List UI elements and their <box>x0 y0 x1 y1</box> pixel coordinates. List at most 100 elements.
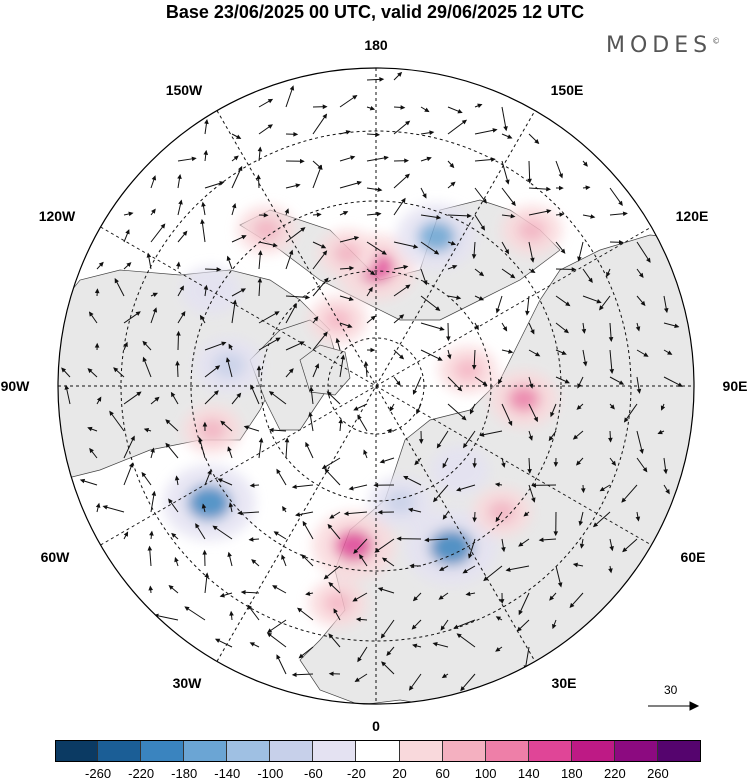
anomaly-core <box>187 484 232 521</box>
wind-vector-head <box>305 441 310 448</box>
wind-vector-head <box>179 285 184 291</box>
wind-vector-head <box>202 421 208 427</box>
wind-vector-head <box>241 235 247 240</box>
legend-tick-label: -140 <box>214 766 241 781</box>
wind-vector <box>420 322 444 331</box>
wind-vector-head <box>495 516 501 523</box>
wind-vector-head <box>457 386 463 392</box>
wind-vector <box>506 565 530 571</box>
wind-vector-head <box>635 326 641 332</box>
wind-vector-head <box>622 211 628 217</box>
wind-vector-head <box>577 256 582 262</box>
wind-vector-head <box>438 595 444 600</box>
wind-vector-head <box>359 553 364 560</box>
wind-vector-head <box>530 329 535 335</box>
wind-vector-head <box>564 379 570 384</box>
wind-vector-head <box>572 434 579 440</box>
modes-logo: MODES© <box>606 33 720 58</box>
wind-vector-head <box>436 215 442 220</box>
wind-vector-head <box>639 448 644 455</box>
wind-vector-head <box>399 354 405 360</box>
wind-vector-head <box>231 202 237 209</box>
wind-vector-head <box>507 134 513 139</box>
wind-vector-head <box>507 420 513 427</box>
wind-vector-head <box>357 656 362 663</box>
wind-vector-head <box>452 264 458 270</box>
wind-vector-head <box>174 475 180 481</box>
wind-vector-head <box>608 568 613 574</box>
lon-label-120e: 120E <box>675 208 709 224</box>
wind-vector-head <box>64 384 70 390</box>
wind-vector-head <box>276 654 281 660</box>
wind-vector-head <box>618 200 623 206</box>
wind-vector-head <box>202 549 208 555</box>
lon-label-0: 0 <box>372 718 380 734</box>
anomaly-core <box>333 529 374 562</box>
wind-vector-head <box>200 218 205 224</box>
wind-vector-head <box>240 589 246 595</box>
wind-vector <box>231 300 236 324</box>
wind-vector-head <box>168 585 174 590</box>
wind-vector-head <box>219 593 225 598</box>
wind-vector-head <box>249 483 255 488</box>
wind-vector-head <box>499 599 505 604</box>
wind-vector-head <box>233 155 239 161</box>
wind-vector-head <box>343 511 349 516</box>
wind-vector-head <box>126 262 132 268</box>
wind-vector-head <box>563 328 569 334</box>
wind-vector-head <box>335 337 341 343</box>
wind-vector-head <box>400 105 406 110</box>
wind-vector-head <box>412 596 418 602</box>
wind-vector-head <box>322 331 328 337</box>
wind-vector-head <box>284 208 289 214</box>
wind-vector-head <box>502 326 508 332</box>
wind-vector-head <box>552 623 557 630</box>
wind-vector-head <box>472 463 477 469</box>
wind-vector-head <box>284 437 290 443</box>
wind-vector-head <box>429 130 435 136</box>
wind-vector-head <box>291 484 297 490</box>
wind-vector-head <box>267 124 273 129</box>
wind-vector-head <box>396 536 402 542</box>
wind-vector-head <box>471 364 477 370</box>
wind-vector-head <box>322 113 328 119</box>
lon-label-30e: 30E <box>551 675 577 691</box>
wind-vector-head <box>618 239 624 245</box>
wind-vector-head <box>534 139 540 145</box>
wind-vector-head <box>293 131 299 137</box>
wind-vector-head <box>523 511 529 517</box>
wind-vector-head <box>338 418 344 424</box>
wind-vector-head <box>98 261 104 267</box>
wind-vector-head <box>608 337 614 342</box>
wind-vector-head <box>289 85 295 91</box>
wind-vector-head <box>141 471 147 478</box>
wind-vector-head <box>348 296 354 301</box>
legend-tick-label: -220 <box>128 766 155 781</box>
wind-vector-head <box>288 249 294 255</box>
wind-vector-head <box>143 427 150 433</box>
wind-vector-head <box>130 435 135 441</box>
wind-vector-head <box>609 404 615 410</box>
wind-vector-head <box>96 396 102 402</box>
wind-vector-head <box>560 248 566 254</box>
legend-tick-label: 180 <box>560 766 583 781</box>
wind-vector-head <box>623 417 629 423</box>
wind-vector <box>636 241 651 263</box>
wind-vector-head <box>436 443 442 449</box>
wind-vector-head <box>275 337 281 342</box>
wind-vector-head <box>559 185 564 191</box>
legend-swatch <box>528 740 572 762</box>
wind-vector-head <box>236 392 242 398</box>
wind-vector-head <box>646 257 651 263</box>
wind-vector-head <box>538 537 544 543</box>
wind-vector <box>184 606 206 621</box>
anomaly-core <box>324 592 352 615</box>
wind-vector-head <box>592 522 599 528</box>
wind-vector <box>312 114 327 135</box>
wind-vector-head <box>674 323 680 329</box>
wind-vector-head <box>272 585 278 590</box>
wind-vector-head <box>266 628 273 634</box>
wind-vector-head <box>171 532 177 538</box>
wind-vector-head <box>397 71 403 77</box>
wind-vector-head <box>510 273 516 279</box>
